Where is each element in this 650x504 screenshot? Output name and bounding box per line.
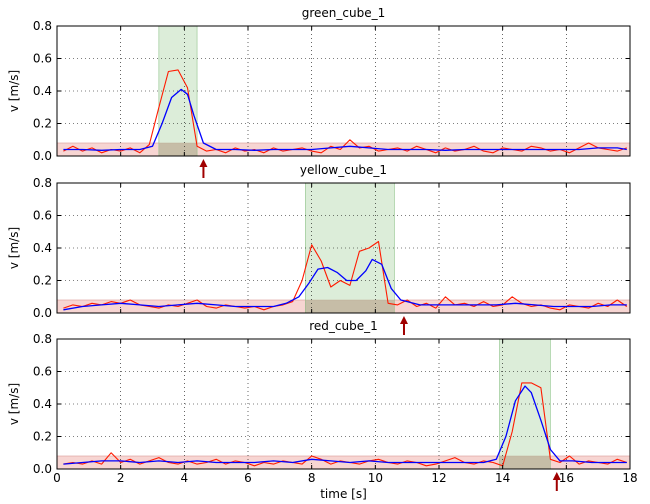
highlight-band-overlap bbox=[499, 456, 551, 469]
x-tick-label: 4 bbox=[181, 471, 189, 485]
y-tick-label: 0.2 bbox=[33, 274, 52, 288]
chart-panel-3: 0 2 4 6 8 10 12 14 16 18 0.0 0.2 0.4 0.6 0.8 red_cube_1… bbox=[7, 319, 638, 501]
y-tick-label: 0.0 bbox=[33, 149, 52, 163]
x-tick-label: 14 bbox=[495, 471, 510, 485]
series-line-raw bbox=[63, 69, 627, 154]
series-line-smoothed bbox=[63, 385, 627, 465]
x-tick-label: 12 bbox=[431, 471, 446, 485]
y-axis-label: v [m/s] bbox=[7, 383, 21, 425]
x-tick-label: 0 bbox=[53, 471, 61, 485]
x-tick-label: 8 bbox=[308, 471, 316, 485]
y-tick-label: 0.2 bbox=[33, 430, 52, 444]
event-arrow-head bbox=[552, 472, 561, 480]
series-line-raw bbox=[63, 240, 628, 311]
x-tick-label: 2 bbox=[117, 471, 125, 485]
x-tick-label: 18 bbox=[622, 471, 637, 485]
y-tick-label: 0.4 bbox=[33, 84, 52, 98]
series-line-smoothed bbox=[63, 258, 627, 311]
x-tick-label: 16 bbox=[559, 471, 574, 485]
y-tick-label: 0.8 bbox=[33, 176, 52, 190]
y-tick-label: 0.0 bbox=[33, 462, 52, 476]
x-axis-label: time [s] bbox=[320, 487, 367, 501]
y-axis-label: v [m/s] bbox=[7, 70, 21, 112]
event-arrow-head bbox=[199, 159, 208, 167]
y-tick-label: 0.6 bbox=[33, 209, 52, 223]
x-tick-label: 6 bbox=[244, 471, 252, 485]
chart-panel-1: 0.0 0.2 0.4 0.6 0.8 green_cube_1v [m/s] bbox=[7, 6, 631, 178]
panel-title: red_cube_1 bbox=[309, 319, 378, 333]
event-arrow-head bbox=[399, 316, 408, 324]
y-tick-label: 0.0 bbox=[33, 306, 52, 320]
y-tick-label: 0.6 bbox=[33, 365, 52, 379]
y-tick-label: 0.6 bbox=[33, 52, 52, 66]
y-tick-label: 0.8 bbox=[33, 19, 52, 33]
plot-area bbox=[57, 26, 630, 156]
x-tick-label: 10 bbox=[368, 471, 383, 485]
chart-panel-2: 0.0 0.2 0.4 0.6 0.8 yellow_cube_1v [m/s] bbox=[7, 163, 631, 335]
y-tick-label: 0.8 bbox=[33, 332, 52, 346]
y-tick-label: 0.2 bbox=[33, 117, 52, 131]
highlight-band-overlap bbox=[158, 143, 198, 156]
series-line-smoothed bbox=[63, 88, 627, 151]
y-tick-label: 0.4 bbox=[33, 397, 52, 411]
y-axis-label: v [m/s] bbox=[7, 227, 21, 269]
y-tick-label: 0.4 bbox=[33, 241, 52, 255]
panel-title: yellow_cube_1 bbox=[300, 163, 387, 177]
highlight-band-overlap bbox=[305, 300, 395, 313]
panel-title: green_cube_1 bbox=[302, 6, 386, 20]
